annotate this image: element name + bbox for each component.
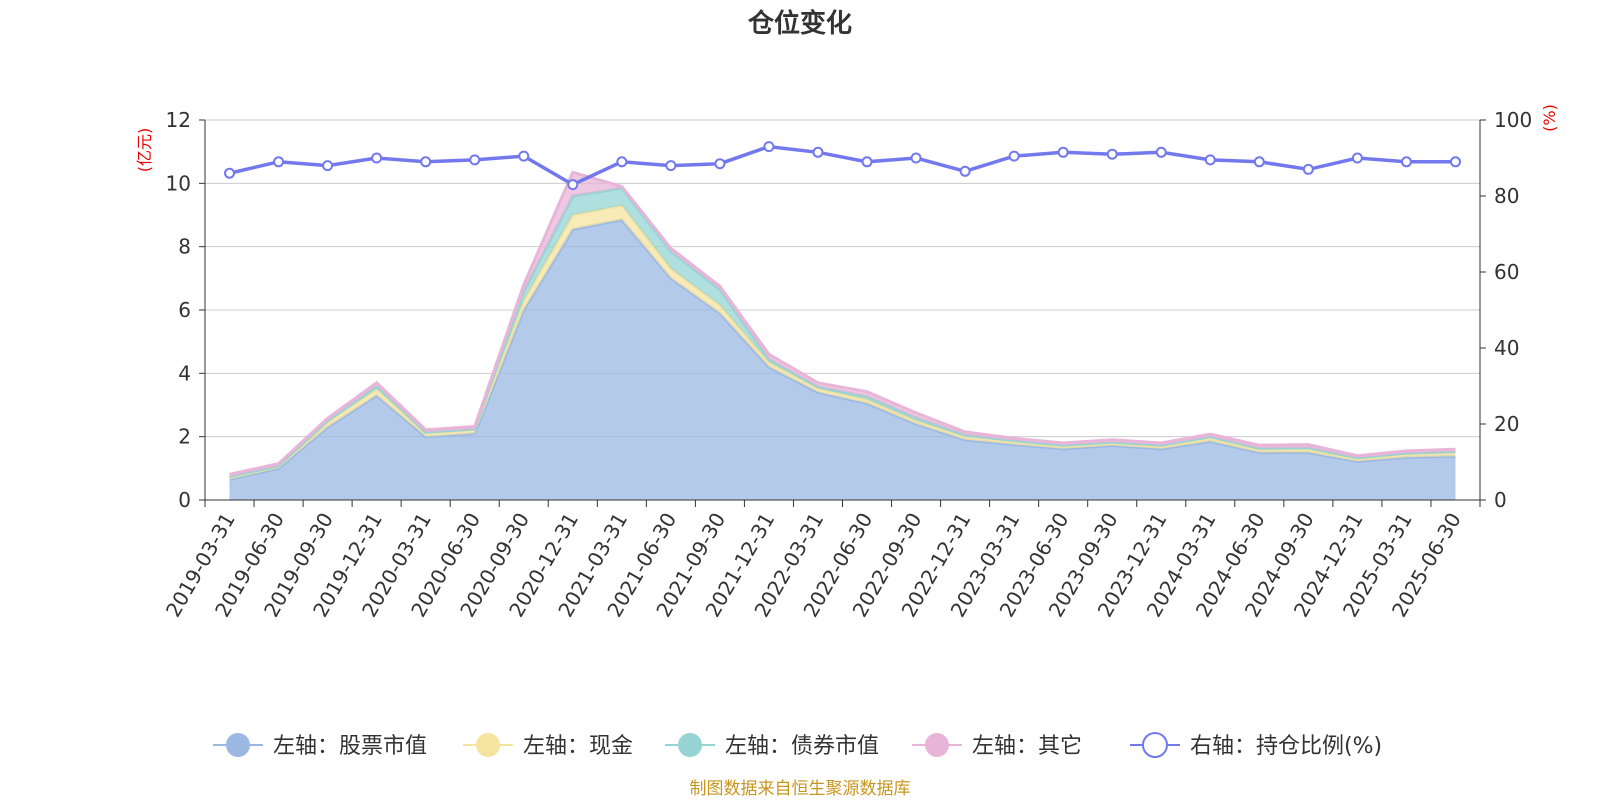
ratio-point bbox=[1400, 156, 1412, 168]
legend: 左轴：股票市值 左轴：现金 左轴：债券市值 左轴：其它 右轴：持仓比例(%) bbox=[213, 732, 1382, 759]
legend-label: 左轴：债券市值 bbox=[725, 734, 879, 759]
legend-marker bbox=[476, 733, 500, 757]
ratio-point bbox=[1253, 156, 1265, 168]
ratio-point bbox=[1057, 146, 1069, 158]
ratio-point bbox=[1155, 146, 1167, 158]
legend-label: 左轴：股票市值 bbox=[273, 734, 427, 759]
data-source: 制图数据来自恒生聚源数据库 bbox=[690, 779, 911, 799]
ratio-point bbox=[812, 146, 824, 158]
stacked-areas bbox=[229, 170, 1456, 501]
right-tick-label: 20 bbox=[1494, 412, 1519, 436]
ratio-point bbox=[1449, 156, 1461, 168]
left-tick-label: 10 bbox=[166, 171, 191, 195]
right-tick-label: 40 bbox=[1494, 336, 1519, 360]
ratio-line-path bbox=[229, 144, 1456, 187]
legend-marker bbox=[1142, 732, 1168, 758]
left-tick-label: 6 bbox=[178, 298, 191, 322]
right-tick-label: 60 bbox=[1494, 260, 1519, 284]
ratio-point bbox=[224, 167, 236, 179]
ratio-point bbox=[861, 156, 873, 168]
ratio-point bbox=[959, 165, 971, 177]
ratio-point bbox=[322, 160, 334, 172]
right-tick-label: 80 bbox=[1494, 184, 1519, 208]
ratio-point bbox=[1204, 154, 1216, 166]
area-左轴：股票市值 bbox=[229, 219, 1456, 501]
left-tick-label: 4 bbox=[178, 361, 191, 385]
ratio-point bbox=[469, 154, 481, 166]
ratio-line bbox=[224, 141, 1461, 191]
ratio-point bbox=[910, 152, 922, 164]
axes: 0246810120204060801002019-03-312019-06-3… bbox=[161, 108, 1532, 621]
legend-marker bbox=[925, 733, 949, 757]
legend-label: 左轴：其它 bbox=[972, 734, 1082, 759]
ratio-point bbox=[616, 156, 628, 168]
ratio-point bbox=[273, 156, 285, 168]
ratio-point bbox=[763, 141, 775, 153]
ratio-point bbox=[518, 150, 530, 162]
right-tick-label: 100 bbox=[1494, 108, 1532, 132]
ratio-point bbox=[567, 179, 579, 191]
area-edge-左轴：其它 bbox=[229, 170, 1456, 476]
legend-label: 右轴：持仓比例(%) bbox=[1190, 734, 1382, 759]
left-tick-label: 0 bbox=[178, 488, 191, 512]
ratio-point bbox=[665, 160, 677, 172]
right-tick-label: 0 bbox=[1494, 488, 1507, 512]
ratio-point bbox=[1351, 152, 1363, 164]
left-tick-label: 2 bbox=[178, 425, 191, 449]
left-tick-label: 12 bbox=[166, 108, 191, 132]
chart-title: 仓位变化 bbox=[747, 8, 852, 39]
ratio-point bbox=[1106, 148, 1118, 160]
ratio-point bbox=[1008, 150, 1020, 162]
ratio-point bbox=[420, 156, 432, 168]
right-axis-unit: (%) bbox=[1540, 104, 1559, 132]
ratio-point bbox=[714, 158, 726, 170]
left-axis-unit: (亿元) bbox=[135, 128, 154, 173]
legend-label: 左轴：现金 bbox=[523, 734, 633, 759]
legend-marker bbox=[678, 733, 702, 757]
left-tick-label: 8 bbox=[178, 235, 191, 259]
legend-marker bbox=[226, 733, 250, 757]
ratio-point bbox=[371, 152, 383, 164]
ratio-point bbox=[1302, 163, 1314, 175]
